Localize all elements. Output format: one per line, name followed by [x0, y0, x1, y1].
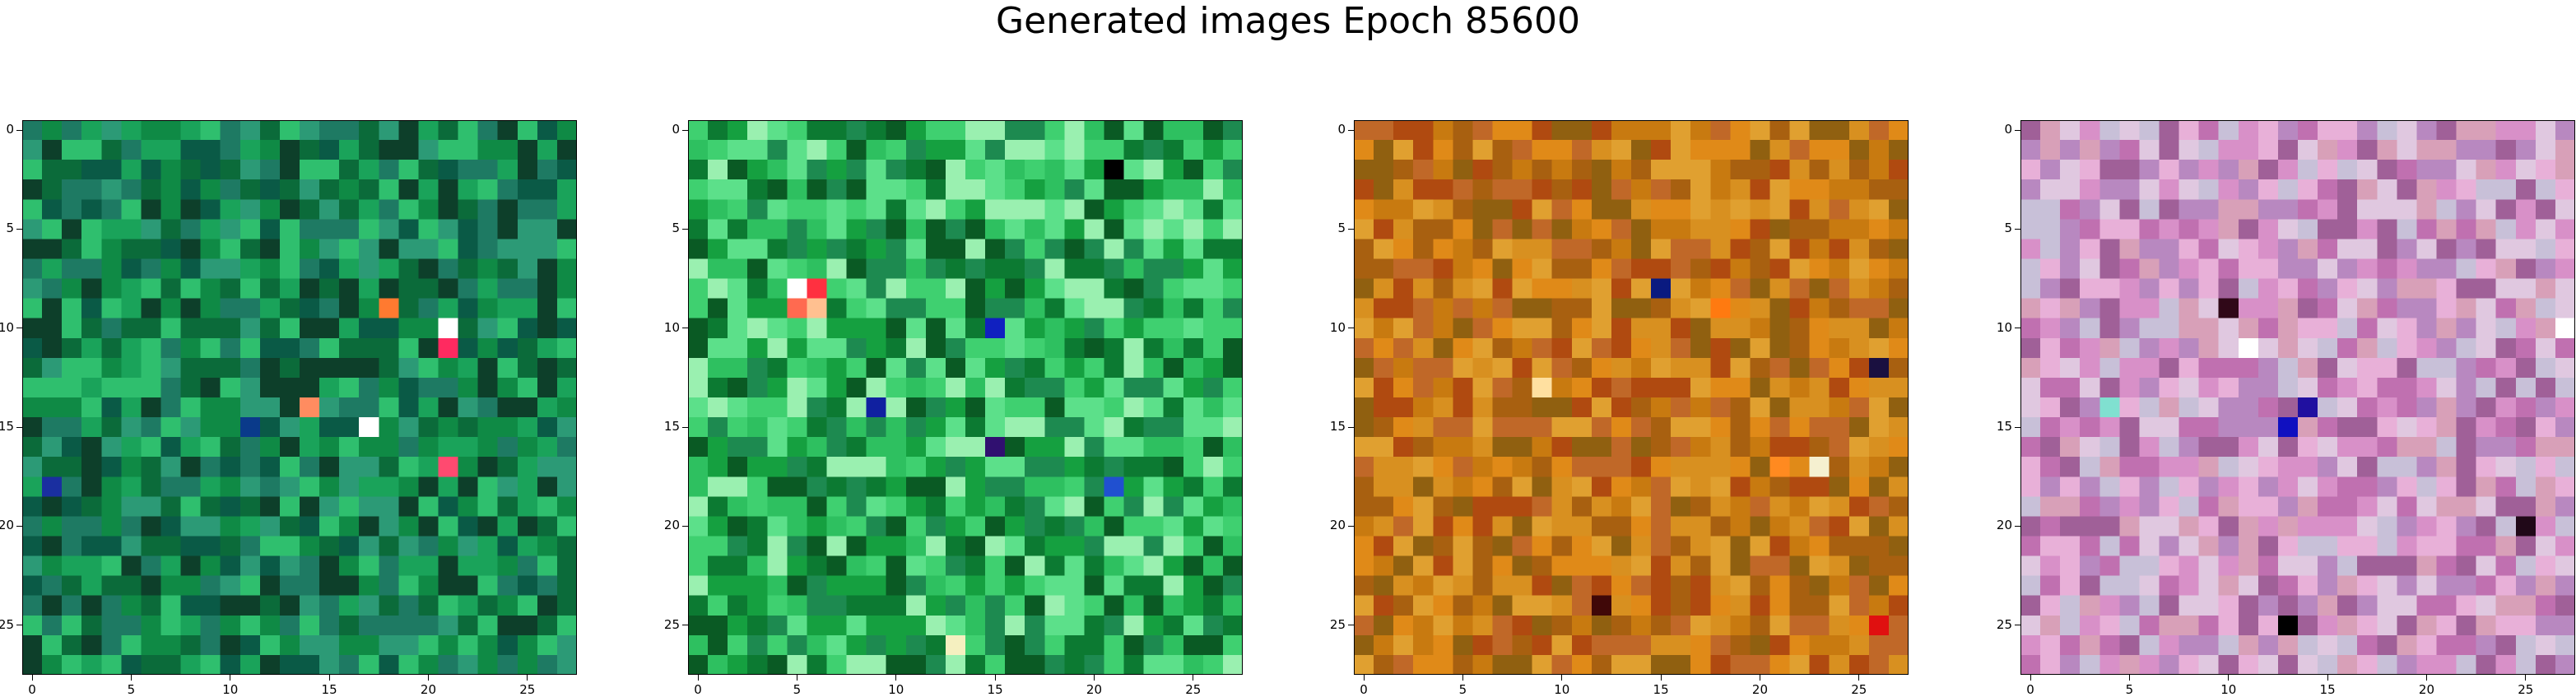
x-tick-mark: [427, 675, 429, 681]
x-tick-label: 15: [321, 682, 337, 697]
y-tick-label: 5: [2004, 221, 2012, 236]
y-tick-mark: [682, 426, 688, 428]
x-tick-mark: [1660, 675, 1662, 681]
x-tick-label: 5: [793, 682, 802, 697]
x-tick-mark: [2030, 675, 2031, 681]
x-tick-mark: [328, 675, 330, 681]
x-tick-label: 20: [420, 682, 436, 697]
y-tick-mark: [1348, 129, 1354, 131]
y-tick-label: 20: [1996, 518, 2012, 533]
x-tick-label: 20: [2418, 682, 2434, 697]
y-tick-label: 25: [1329, 616, 1346, 632]
y-tick-label: 25: [0, 616, 14, 632]
x-tick-mark: [527, 675, 528, 681]
x-tick-mark: [1858, 675, 1860, 681]
y-tick-label: 20: [0, 518, 14, 533]
axes-frame: [1354, 120, 1909, 675]
x-tick-mark: [130, 675, 132, 681]
y-tick-label: 25: [663, 616, 680, 632]
y-tick-mark: [16, 228, 22, 230]
axes-frame: [2020, 120, 2575, 675]
x-tick-label: 20: [1751, 682, 1768, 697]
axes-frame: [688, 120, 1243, 675]
x-tick-label: 25: [1851, 682, 1867, 697]
generated-image-4: [2020, 120, 2575, 675]
x-tick-mark: [2228, 675, 2230, 681]
x-tick-label: 15: [987, 682, 1003, 697]
y-tick-label: 10: [1996, 319, 2012, 335]
x-tick-label: 0: [2026, 682, 2034, 697]
x-tick-label: 0: [28, 682, 36, 697]
x-tick-mark: [31, 675, 33, 681]
y-tick-label: 0: [2004, 122, 2012, 137]
x-tick-label: 5: [127, 682, 136, 697]
image-panel-4: 0 5 10 15 20 25 0 5 10 15 20 25: [1997, 120, 2575, 696]
y-tick-label: 5: [672, 221, 680, 236]
generated-image-2: [688, 120, 1243, 675]
figure-title: Generated images Epoch 85600: [995, 0, 1581, 42]
y-tick-label: 10: [663, 319, 680, 335]
x-tick-label: 0: [1360, 682, 1368, 697]
y-tick-label: 10: [0, 319, 14, 335]
x-tick-mark: [1561, 675, 1563, 681]
x-tick-mark: [2327, 675, 2328, 681]
y-tick-label: 5: [1337, 221, 1346, 236]
x-tick-mark: [895, 675, 897, 681]
x-tick-label: 10: [2220, 682, 2237, 697]
y-tick-label: 10: [1329, 319, 1346, 335]
y-tick-label: 20: [1329, 518, 1346, 533]
x-tick-label: 5: [1458, 682, 1467, 697]
x-tick-mark: [1093, 675, 1095, 681]
y-tick-label: 0: [672, 122, 680, 137]
x-tick-label: 15: [2319, 682, 2336, 697]
y-tick-label: 0: [6, 122, 14, 137]
y-tick-mark: [2015, 426, 2020, 428]
x-tick-mark: [2128, 675, 2130, 681]
y-tick-mark: [682, 228, 688, 230]
y-tick-mark: [16, 525, 22, 527]
x-tick-label: 0: [694, 682, 702, 697]
y-tick-label: 20: [663, 518, 680, 533]
generated-image-3: [1354, 120, 1909, 675]
y-tick-label: 25: [1996, 616, 2012, 632]
x-tick-mark: [697, 675, 699, 681]
x-tick-label: 5: [2125, 682, 2134, 697]
y-tick-label: 15: [1996, 419, 2012, 434]
x-tick-mark: [1462, 675, 1463, 681]
y-tick-mark: [2015, 525, 2020, 527]
y-tick-mark: [682, 525, 688, 527]
y-tick-mark: [2015, 129, 2020, 131]
y-tick-mark: [16, 426, 22, 428]
x-tick-label: 10: [1554, 682, 1570, 697]
x-tick-label: 20: [1086, 682, 1102, 697]
y-tick-mark: [682, 129, 688, 131]
x-tick-mark: [2425, 675, 2427, 681]
axes-frame: [22, 120, 577, 675]
image-panel-1: 0 5 10 15 20 25 0 5 10 15 20 25: [0, 120, 577, 696]
y-tick-label: 5: [6, 221, 14, 236]
x-tick-label: 10: [888, 682, 904, 697]
y-tick-label: 15: [1329, 419, 1346, 434]
x-tick-label: 15: [1653, 682, 1669, 697]
y-tick-mark: [1348, 426, 1354, 428]
x-tick-mark: [1363, 675, 1365, 681]
y-tick-label: 15: [663, 419, 680, 434]
y-tick-mark: [2015, 228, 2020, 230]
x-tick-label: 25: [519, 682, 536, 697]
x-tick-mark: [994, 675, 996, 681]
x-tick-mark: [2525, 675, 2527, 681]
image-panel-2: 0 5 10 15 20 25 0 5 10 15 20 25: [664, 120, 1243, 696]
generated-image-1: [22, 120, 577, 675]
y-tick-label: 0: [1337, 122, 1346, 137]
x-tick-label: 25: [1185, 682, 1202, 697]
x-tick-label: 10: [222, 682, 239, 697]
y-tick-mark: [1348, 228, 1354, 230]
y-tick-label: 15: [0, 419, 14, 434]
y-tick-mark: [16, 129, 22, 131]
x-tick-label: 25: [2518, 682, 2534, 697]
y-tick-mark: [1348, 525, 1354, 527]
image-panel-3: 0 5 10 15 20 25 0 5 10 15 20 25: [1330, 120, 1909, 696]
